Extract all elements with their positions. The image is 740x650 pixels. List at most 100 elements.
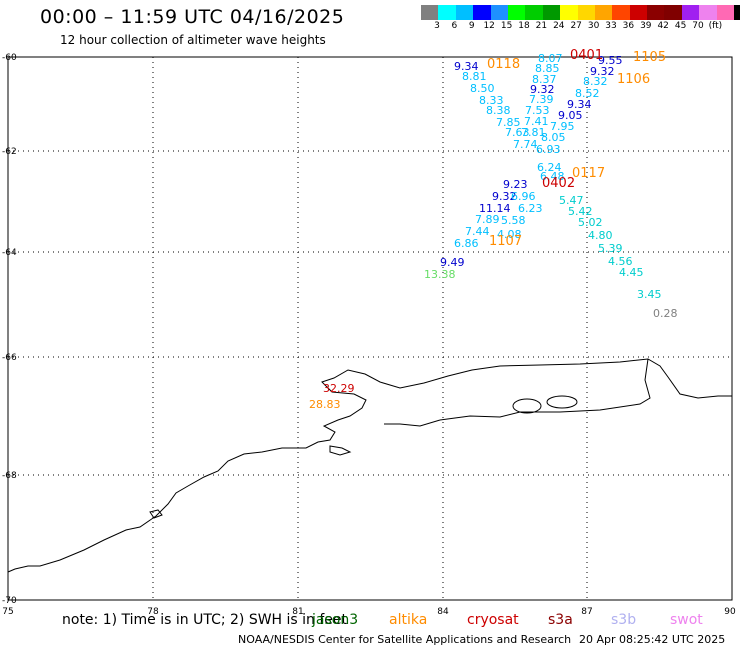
latitude-tick: -62 (2, 147, 17, 157)
latitude-tick-labels: -60 -62 -64 -66 -68 -70 (2, 53, 17, 606)
scale-swatch (560, 5, 578, 20)
wave-height-label: 6.24 (537, 161, 562, 174)
wave-height-label: 9.05 (558, 109, 583, 122)
scale-label: 9 (468, 21, 475, 31)
wave-height-label: 8.07 (538, 52, 563, 65)
wave-height-label: 7.41 (524, 115, 549, 128)
scale-swatch (542, 5, 561, 20)
scale-label: 42 (657, 21, 669, 31)
wave-height-label: 4.45 (619, 266, 644, 279)
wave-height-label: 5.58 (501, 214, 526, 227)
wave-height-label: 8.05 (541, 131, 566, 144)
wave-height-label: 9.23 (503, 178, 528, 191)
scale-label: 15 (500, 21, 513, 31)
wave-height-label: 7.85 (496, 116, 521, 129)
scale-label: 33 (605, 21, 617, 31)
scale-label: 24 (553, 21, 565, 31)
wave-height-label: 7.39 (529, 93, 554, 106)
wave-height-label: 9.49 (440, 256, 465, 269)
ice-rise-2 (546, 395, 578, 409)
wave-height-label: 6.48 (540, 170, 565, 183)
longitude-tick: 81 (292, 607, 303, 617)
pass-time-label: 0118 (487, 57, 521, 72)
longitude-tick: 75 (2, 607, 13, 617)
pass-time-label: 0401 (570, 48, 604, 63)
ice-edge-line (384, 419, 441, 427)
scale-label: 21 (535, 21, 548, 31)
wave-height-label: 4.08 (497, 228, 522, 241)
scale-swatch (577, 5, 595, 20)
wave-height-label: 8.37 (532, 73, 557, 86)
wave-height-label: 9.32 (530, 83, 555, 96)
pass-time-label: 1105 (633, 50, 667, 65)
map-frame (7, 56, 733, 601)
scale-label: 70 (692, 21, 704, 31)
ice-shelf-outline (439, 358, 651, 421)
wave-height-label: 8.85 (535, 62, 560, 75)
wave-height-label: 5.39 (598, 242, 623, 255)
scale-swatch (664, 5, 682, 20)
wave-height-label: 7.74 (513, 138, 538, 151)
wave-height-label: 5.47 (559, 194, 584, 207)
wave-height-label: 7.81 (521, 126, 546, 139)
wave-height-label: 5.42 (568, 205, 593, 218)
wave-height-label: 6.93 (536, 143, 561, 156)
legend-satellite-cryosat: cryosat (467, 612, 519, 628)
small-island-2 (149, 509, 163, 519)
scale-label: 6 (451, 21, 458, 31)
latitude-tick: -60 (2, 53, 17, 63)
wave-height-label: 28.83 (309, 398, 341, 411)
scale-label: 45 (674, 21, 687, 31)
scale-swatch (594, 5, 613, 20)
coastline (7, 358, 732, 573)
scale-swatch (525, 5, 543, 20)
scale-swatch (421, 5, 439, 20)
wave-height-label: 9.34 (567, 98, 592, 111)
wave-height-label: 8.52 (575, 87, 600, 100)
wave-height-label: 9.34 (454, 60, 479, 73)
latitude-tick: -64 (2, 248, 17, 258)
scale-label: 39 (640, 21, 652, 31)
longitude-tick: 87 (581, 607, 592, 617)
scale-swatch (716, 5, 735, 20)
map-subtitle: 12 hour collection of altimeter wave hei… (60, 33, 326, 47)
wave-height-label: 7.53 (525, 104, 550, 117)
scale-label: 36 (622, 21, 635, 31)
scale-swatch (612, 5, 630, 20)
legend-satellite-swot: swot (670, 612, 703, 628)
wave-height-label: 3.45 (637, 288, 662, 301)
legend-satellite-s3a: s3a (548, 612, 573, 628)
longitude-tick: 90 (724, 607, 736, 617)
scale-label: 12 (483, 21, 495, 31)
wave-height-label: 6.86 (454, 237, 479, 250)
scale-swatch (438, 5, 456, 20)
pass-time-label: 1107 (489, 234, 523, 249)
legend-note: note: 1) Time is in UTC; 2) SWH is in fe… (62, 612, 348, 628)
latitude-tick: -66 (2, 353, 17, 363)
wave-height-label: 7.89 (475, 213, 500, 226)
wave-height-label: 9.32 (590, 65, 615, 78)
wave-height-label: 0.28 (653, 307, 678, 320)
latitude-tick: -70 (2, 596, 17, 606)
longitude-tick-labels: 75 78 81 84 87 90 (2, 607, 736, 617)
scale-swatch (647, 5, 665, 20)
wave-height-label: 5.02 (578, 216, 603, 229)
scale-label: 27 (570, 21, 582, 31)
legend-satellite-altika: altika (389, 612, 428, 628)
pass-time-label: 0402 (542, 176, 576, 191)
wave-height-label: 8.81 (462, 70, 487, 83)
longitude-tick: 78 (147, 607, 159, 617)
legend-satellite-jason3: jason3 (312, 612, 359, 628)
wave-height-label: 4.80 (588, 229, 613, 242)
pass-time-label: 1106 (617, 72, 651, 87)
grid-lines (8, 57, 732, 600)
scale-label: 18 (518, 21, 530, 31)
wave-height-label: 8.33 (479, 94, 504, 107)
credit-line: NOAA/NESDIS Center for Satellite Applica… (238, 633, 572, 646)
ice-rise-1 (512, 398, 542, 414)
map-title: 00:00 – 11:59 UTC 04/16/2025 (40, 6, 345, 28)
wave-height-label: 13.38 (424, 268, 456, 281)
scale-swatch (734, 5, 740, 20)
scale-swatch (681, 5, 700, 20)
